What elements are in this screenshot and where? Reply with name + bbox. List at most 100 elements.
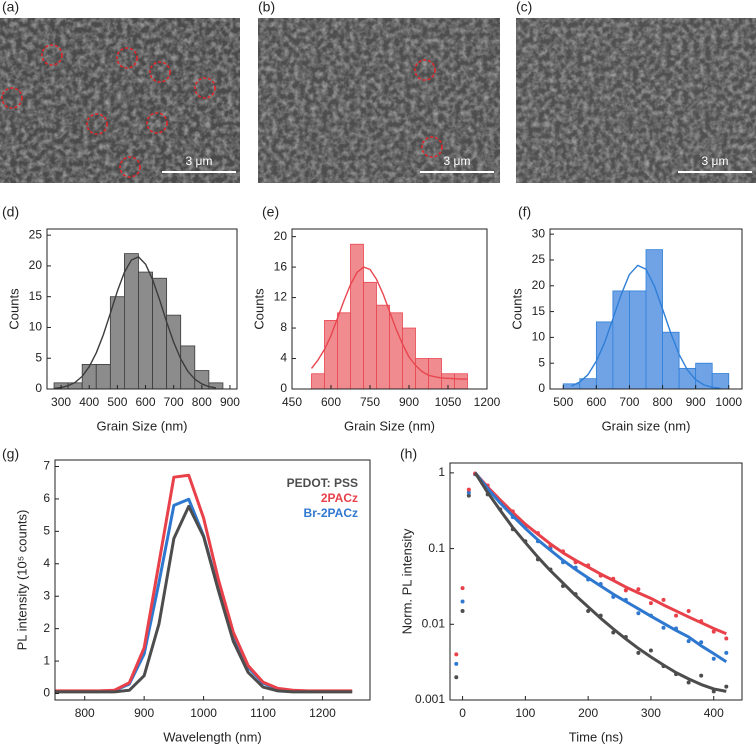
bar [389, 312, 403, 389]
x-tick-label: 300 [51, 395, 71, 409]
x-tick-label: 900 [134, 706, 154, 720]
line [473, 471, 728, 664]
y-tick-label: 25 [29, 227, 43, 241]
panel-label: (d) [2, 204, 19, 220]
point [636, 650, 641, 655]
x-tick-label: 600 [586, 395, 606, 409]
point [699, 673, 704, 678]
y-tick-label: 7 [43, 459, 50, 473]
panel-label: (a) [2, 0, 19, 15]
bar [363, 281, 377, 389]
sem-image-c [516, 18, 756, 183]
x-tick-label: 1000 [190, 706, 217, 720]
bar [180, 345, 196, 389]
line [473, 471, 727, 636]
y-tick-label: 0.01 [422, 616, 446, 630]
panel-label: (f) [518, 204, 531, 220]
y-tick-label: 5 [35, 350, 42, 364]
x-tick-label: 750 [360, 395, 380, 409]
y-tick-label: 15 [29, 289, 43, 303]
x-tick-label: 1050 [435, 395, 462, 409]
x-axis-label: Grain Size (nm) [344, 418, 435, 433]
bar [454, 373, 468, 389]
y-tick-label: 30 [532, 226, 546, 240]
point [454, 675, 459, 680]
axes-frame [449, 462, 743, 701]
y-axis-label: Counts [509, 288, 524, 330]
point [466, 493, 471, 498]
scale-bar-label: 3 μm [186, 154, 213, 168]
y-tick-label: 1 [438, 465, 445, 479]
point [686, 639, 691, 644]
x-tick-label: 100 [515, 706, 535, 720]
point [661, 625, 666, 630]
x-tick-label: 0 [459, 706, 466, 720]
point [686, 680, 691, 685]
point [724, 684, 729, 689]
y-tick-label: 0 [538, 381, 545, 395]
y-tick-label: 16 [274, 259, 288, 273]
bar [662, 331, 680, 389]
y-tick-label: 10 [29, 320, 43, 334]
panel-label: (b) [258, 0, 275, 15]
bar [95, 363, 111, 389]
y-tick-label: 8 [280, 320, 287, 334]
y-tick-label: 1 [43, 653, 50, 667]
x-tick-label: 300 [641, 706, 661, 720]
x-tick-label: 800 [192, 395, 212, 409]
x-tick-label: 900 [399, 395, 419, 409]
bar [124, 253, 139, 389]
y-tick-label: 5 [538, 355, 545, 369]
y-tick-label: 4 [280, 351, 287, 365]
y-tick-label: 0 [35, 381, 42, 395]
point [466, 490, 471, 495]
bar [152, 277, 168, 389]
sem-image-a [0, 18, 240, 183]
bar [428, 358, 442, 389]
panel-label: (h) [400, 446, 417, 462]
y-axis-label: PL intensity (10⁵ counts) [14, 510, 29, 651]
y-tick-label: 5 [43, 524, 50, 538]
point [460, 586, 465, 591]
plot-area [454, 471, 729, 694]
y-tick-label: 20 [274, 229, 288, 243]
axes-frame [46, 228, 238, 390]
y-tick-label: 4 [43, 556, 50, 570]
x-axis-label: Grain Size (nm) [96, 418, 187, 433]
point [699, 640, 704, 645]
x-axis-label: Grain size (nm) [602, 418, 691, 433]
y-tick-label: 25 [532, 252, 546, 266]
bar [645, 249, 663, 389]
panel-label: (g) [2, 446, 19, 462]
point [648, 601, 653, 606]
y-axis-label: Counts [251, 288, 266, 330]
y-tick-label: 20 [29, 258, 43, 272]
sem-image-b [258, 18, 500, 183]
bar [324, 320, 338, 389]
x-tick-label: 1200 [309, 706, 336, 720]
y-tick-label: 0.1 [428, 541, 445, 555]
bar [138, 271, 153, 389]
x-axis-label: Time (ns) [569, 729, 623, 744]
y-tick-label: 20 [532, 278, 546, 292]
x-tick-label: 800 [75, 706, 95, 720]
plot-area [562, 249, 730, 389]
line [55, 504, 353, 694]
line [571, 264, 721, 389]
point [454, 661, 459, 666]
x-axis-label: Wavelength (nm) [163, 729, 262, 744]
line [473, 472, 727, 693]
y-tick-label: 12 [274, 290, 288, 304]
x-tick-label: 800 [653, 395, 673, 409]
bar [109, 296, 125, 389]
scale-bar-label: 3 μm [444, 154, 471, 168]
point [454, 652, 459, 657]
line [53, 256, 217, 389]
point [636, 587, 641, 592]
bar [562, 383, 581, 389]
bar [67, 382, 83, 389]
axes-frame [549, 228, 743, 390]
axes-frame [291, 228, 488, 390]
x-tick-label: 700 [164, 395, 184, 409]
